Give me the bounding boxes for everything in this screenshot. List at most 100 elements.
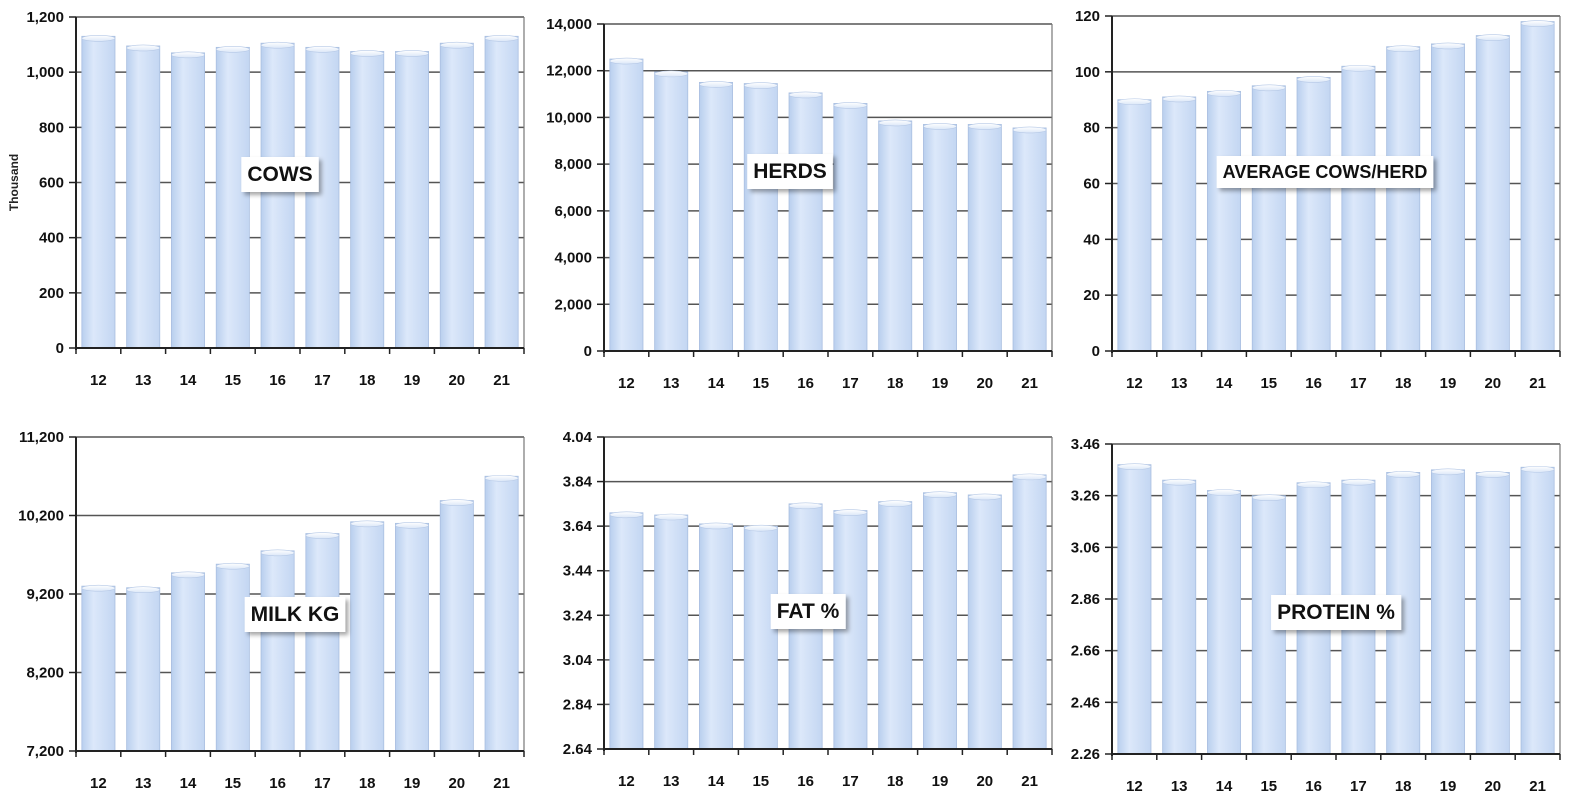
y-tick-label: 3.46 <box>1071 436 1100 453</box>
y-tick-label: 8,200 <box>26 665 64 682</box>
x-tick-label: 12 <box>1126 778 1143 795</box>
x-tick-label: 13 <box>1171 778 1188 795</box>
bar-cap <box>439 41 474 49</box>
bar-cap <box>395 50 429 57</box>
x-tick-label: 15 <box>224 372 241 389</box>
bar-cap <box>215 562 250 570</box>
x-tick-label: 21 <box>493 372 510 389</box>
bar-cap <box>1431 468 1465 476</box>
bar-cap <box>1012 473 1047 481</box>
x-tick-label: 19 <box>932 773 949 790</box>
bar-cap <box>1296 76 1331 83</box>
y-tick-label: 8,000 <box>554 156 592 173</box>
x-tick-label: 13 <box>135 775 152 792</box>
bar-20 <box>439 500 474 752</box>
y-tick-label: 2.66 <box>1071 643 1100 660</box>
y-axis-label: Thousand <box>7 154 21 211</box>
bar-18 <box>878 120 913 352</box>
bar-cap <box>1341 64 1376 72</box>
bar-cap <box>1296 481 1331 489</box>
bar-14 <box>1207 90 1241 352</box>
y-tick-label: 4.04 <box>563 429 593 446</box>
y-tick-label: 1,000 <box>26 64 64 81</box>
title-background <box>747 154 833 189</box>
y-tick-label: 3.44 <box>563 563 593 580</box>
bar-13 <box>1162 479 1197 755</box>
x-tick-label: 12 <box>90 372 107 389</box>
x-tick-label: 20 <box>448 775 465 792</box>
x-tick-label: 15 <box>224 775 241 792</box>
y-tick-label: 200 <box>39 285 64 302</box>
x-tick-label: 14 <box>180 775 197 792</box>
x-tick-label: 19 <box>404 372 421 389</box>
chart-title: HERDS <box>753 160 827 183</box>
y-tick-label: 3.26 <box>1071 488 1100 505</box>
bar-16 <box>260 550 295 752</box>
x-tick-label: 13 <box>135 372 152 389</box>
bar-cap <box>923 491 957 499</box>
x-tick-label: 15 <box>1260 375 1277 392</box>
bar-cap <box>788 91 823 99</box>
bar-cap <box>654 513 689 521</box>
y-tick-label: 9,200 <box>26 586 64 603</box>
x-tick-label: 18 <box>359 775 376 792</box>
chart-panel-0: 0 200 400 600 800 1,000 1,200 12 13 14 15 16 17 18 19 2… <box>7 9 525 389</box>
bar-cap <box>743 82 778 89</box>
y-tick-label: 20 <box>1083 287 1100 304</box>
y-tick-label: 600 <box>39 175 64 192</box>
y-tick-label: 3.04 <box>563 652 593 669</box>
bar-cap <box>126 44 161 52</box>
chart-title-box: HERDS <box>747 154 833 189</box>
x-tick-label: 20 <box>1484 375 1501 392</box>
bar-cap <box>1162 95 1197 103</box>
y-tick-label: 120 <box>1075 8 1100 25</box>
bar-cap <box>1431 42 1465 50</box>
bar-cap <box>1117 98 1152 106</box>
y-tick-label: 800 <box>39 119 64 136</box>
bar-13 <box>654 71 689 352</box>
y-tick-label: 12,000 <box>546 63 592 80</box>
x-tick-label: 17 <box>314 372 331 389</box>
bar-17 <box>833 103 868 352</box>
bar-17 <box>833 510 868 750</box>
bar-15 <box>215 46 250 349</box>
y-tick-label: 2.26 <box>1071 746 1100 763</box>
bar-cap <box>609 57 644 65</box>
bar-16 <box>788 92 823 352</box>
y-tick-label: 2,000 <box>554 296 592 313</box>
bar-20 <box>1475 35 1510 352</box>
bar-21 <box>1012 474 1047 750</box>
x-tick-label: 21 <box>1021 773 1038 790</box>
bar-cap <box>1520 465 1555 473</box>
chart-panel-5: 2.26 2.46 2.66 2.86 3.06 3.26 3.46 12 13 14 15 16 17… <box>1071 436 1561 795</box>
y-tick-label: 400 <box>39 230 64 247</box>
x-tick-label: 16 <box>797 773 814 790</box>
bar-cap <box>484 474 519 482</box>
x-tick-label: 14 <box>708 773 725 790</box>
x-tick-label: 20 <box>976 773 993 790</box>
y-tick-label: 2.64 <box>563 741 593 758</box>
y-tick-label: 0 <box>56 340 64 357</box>
y-tick-label: 80 <box>1083 120 1100 137</box>
bar-cap <box>439 499 474 506</box>
bar-cap <box>260 549 295 557</box>
x-tick-label: 21 <box>1529 375 1546 392</box>
bar-15 <box>1251 85 1286 352</box>
bar-19 <box>395 522 429 752</box>
title-background <box>244 597 346 632</box>
x-tick-label: 18 <box>1395 778 1412 795</box>
bar-cap <box>1251 84 1286 92</box>
title-background <box>241 157 319 192</box>
y-tick-label: 40 <box>1083 231 1100 248</box>
bar-cap <box>788 502 823 510</box>
bar-18 <box>1386 46 1421 352</box>
x-tick-label: 16 <box>269 372 286 389</box>
bar-16 <box>1296 77 1331 352</box>
chart-panel-3: 7,200 8,200 9,200 10,200 11,200 12 13 14 15 16 17 1… <box>18 429 525 792</box>
x-tick-label: 17 <box>842 773 859 790</box>
x-tick-label: 17 <box>314 775 331 792</box>
bar-cap <box>81 584 116 592</box>
bar-19 <box>923 124 957 352</box>
bar-19 <box>1431 469 1465 755</box>
